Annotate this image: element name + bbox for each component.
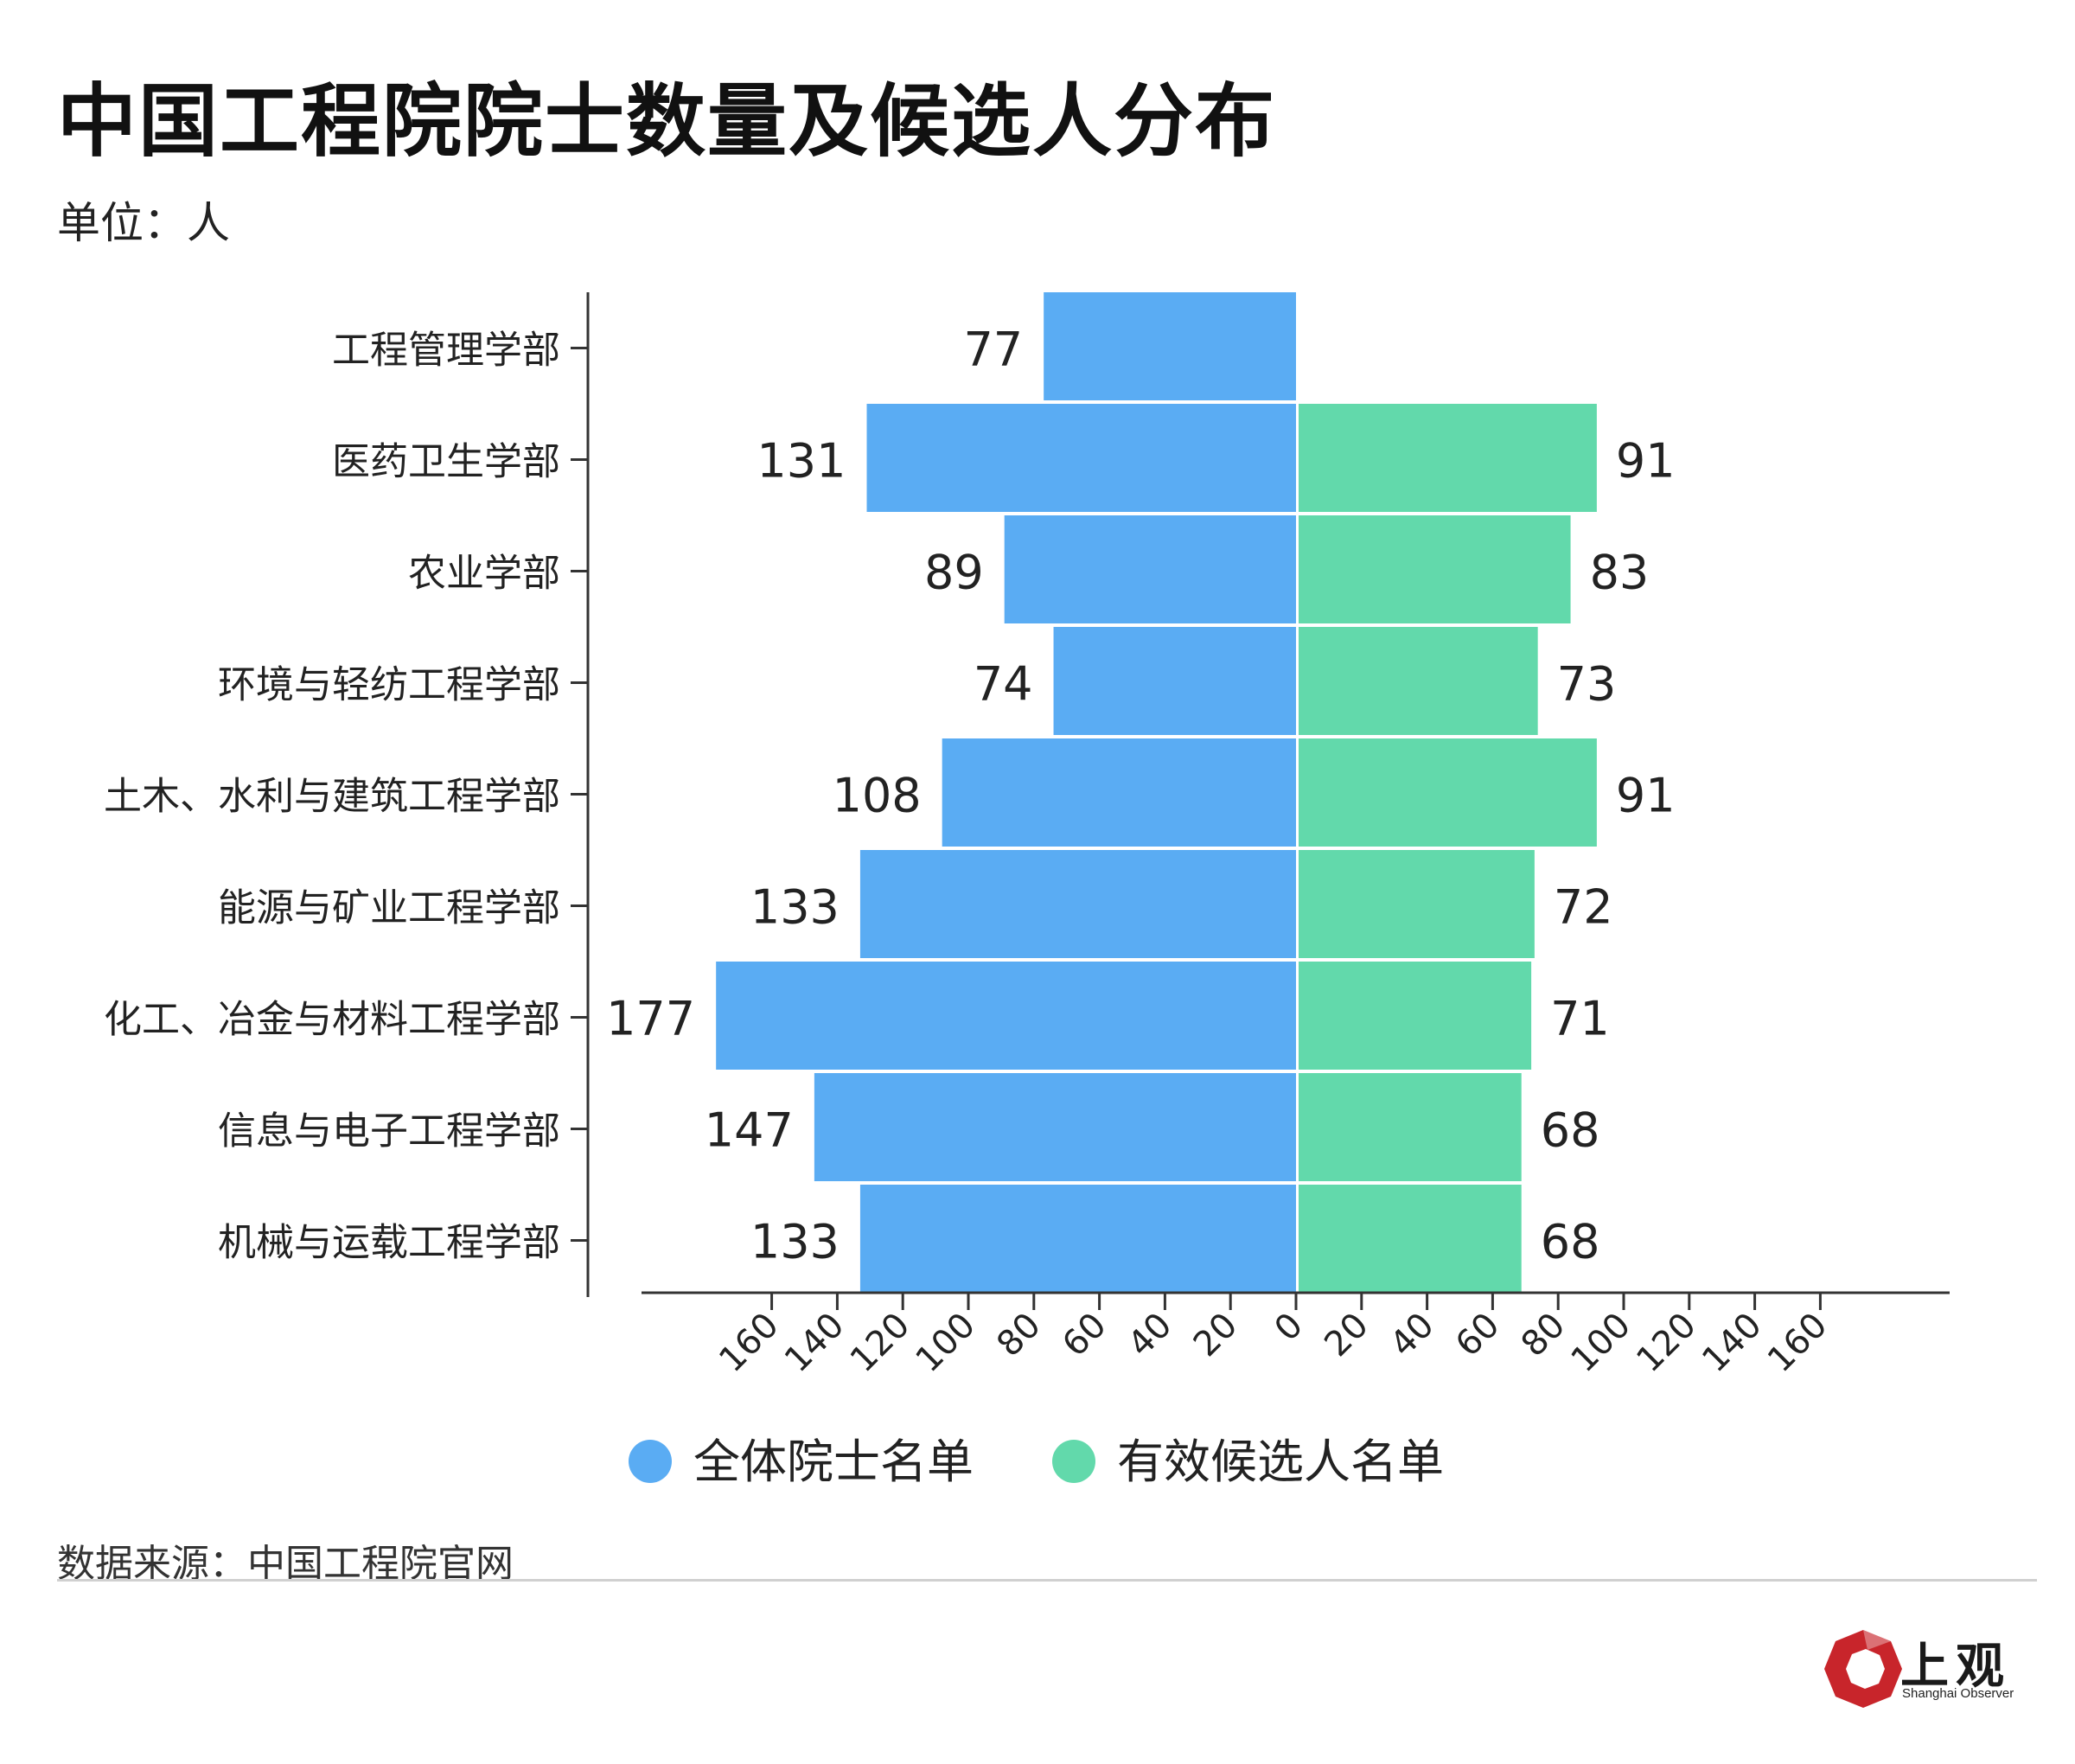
- shanghai-observer-logo-icon: [1824, 1630, 1902, 1708]
- data-source: 数据来源：中国工程院官网: [57, 1542, 514, 1586]
- x-tick-label: 0: [1267, 1306, 1312, 1350]
- y-tick-label: 环境与轻纺工程学部: [218, 663, 560, 707]
- data-label-left: 108: [833, 769, 922, 823]
- data-label-left: 89: [924, 546, 984, 600]
- bar-right-7: [1299, 1073, 1522, 1181]
- data-label-right: 73: [1557, 657, 1617, 712]
- data-label-left: 147: [705, 1103, 794, 1158]
- y-tick-label: 化工、冶金与材料工程学部: [104, 998, 560, 1042]
- bar-left-8: [859, 1185, 1296, 1293]
- divider: [57, 1579, 2037, 1582]
- x-tick-label: 100: [909, 1306, 984, 1381]
- y-tick-label: 工程管理学部: [332, 329, 560, 373]
- bar-right-6: [1299, 962, 1532, 1070]
- bar-right-4: [1299, 738, 1597, 847]
- x-tick-label: 80: [1514, 1306, 1574, 1365]
- data-label-right: 72: [1554, 880, 1613, 935]
- y-tick-label: 能源与矿业工程学部: [218, 886, 560, 930]
- bar-left-0: [1044, 292, 1296, 400]
- x-tick-label: 20: [1317, 1306, 1376, 1365]
- x-tick-label: 20: [1186, 1306, 1246, 1365]
- bar-right-8: [1299, 1185, 1522, 1293]
- data-label-left: 74: [974, 657, 1033, 712]
- x-tick-label: 40: [1382, 1306, 1442, 1365]
- logo-subtitle: Shanghai Observer: [1902, 1686, 2014, 1701]
- data-label-left: 131: [757, 434, 846, 489]
- x-tick-label: 160: [1760, 1306, 1836, 1381]
- bar-left-5: [859, 850, 1296, 958]
- bar-left-1: [866, 404, 1296, 512]
- data-label-left: 77: [963, 323, 1023, 377]
- x-tick-label: 140: [1695, 1306, 1770, 1381]
- y-tick-label: 医药卫生学部: [332, 440, 560, 484]
- x-tick-label: 60: [1448, 1306, 1508, 1365]
- x-tick-label: 60: [1055, 1306, 1114, 1365]
- bar-right-5: [1299, 850, 1535, 958]
- data-label-right: 91: [1616, 769, 1676, 823]
- x-tick-label: 160: [712, 1306, 787, 1381]
- bar-right-1: [1299, 404, 1597, 512]
- y-tick-label: 机械与运载工程学部: [218, 1221, 560, 1265]
- data-label-left: 133: [750, 880, 840, 935]
- legend-swatch-left: [629, 1440, 672, 1483]
- bar-left-3: [1053, 627, 1296, 735]
- bar-right-2: [1299, 515, 1571, 623]
- data-label-left: 177: [606, 992, 695, 1046]
- unit-label: 单位：人: [57, 198, 230, 248]
- bar-right-3: [1299, 627, 1538, 735]
- diverging-bar-chart: 工程管理学部 77 医药卫生学部 131 91 农业学部 89 83 环境与轻纺工程学部 74 73…: [104, 292, 1950, 1489]
- bar-left-4: [942, 738, 1296, 847]
- y-tick-label: 土木、水利与建筑工程学部: [104, 775, 560, 819]
- x-tick-label: 140: [777, 1306, 852, 1381]
- y-tick-label: 信息与电子工程学部: [218, 1109, 560, 1154]
- y-tick-label: 农业学部: [408, 552, 560, 596]
- x-tick-label: 80: [989, 1306, 1049, 1365]
- legend-swatch-right: [1052, 1440, 1095, 1483]
- logo-text: 上观: [1900, 1638, 2011, 1695]
- data-label-right: 68: [1541, 1215, 1600, 1269]
- bar-left-6: [716, 962, 1296, 1070]
- bar-left-7: [814, 1073, 1296, 1181]
- data-label-left: 133: [750, 1215, 840, 1269]
- x-tick-label: 100: [1564, 1306, 1639, 1381]
- x-tick-label: 120: [843, 1306, 918, 1381]
- data-label-right: 83: [1590, 546, 1650, 600]
- data-label-right: 91: [1616, 434, 1676, 489]
- bar-left-2: [1004, 515, 1296, 623]
- chart-title: 中国工程院院士数量及候选人分布: [57, 75, 1277, 168]
- legend-label-left: 全体院士名单: [693, 1435, 974, 1489]
- data-label-right: 68: [1541, 1103, 1600, 1158]
- legend-label-right: 有效候选人名单: [1117, 1435, 1444, 1489]
- x-tick-label: 40: [1120, 1306, 1180, 1365]
- x-tick-label: 120: [1629, 1306, 1704, 1381]
- data-label-right: 71: [1550, 992, 1610, 1046]
